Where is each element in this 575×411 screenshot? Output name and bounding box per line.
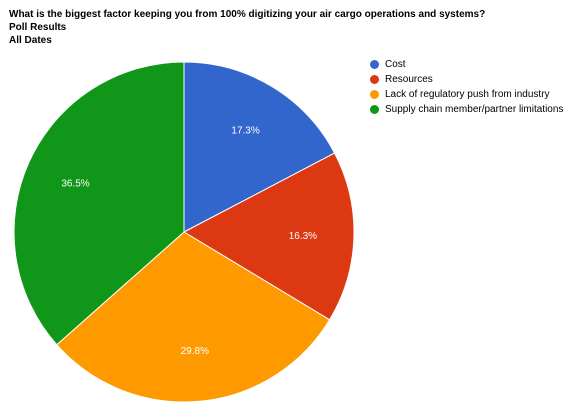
legend-item-3: Lack of regulatory push from industry bbox=[370, 87, 563, 102]
legend-swatch-3 bbox=[370, 90, 379, 99]
legend-item-2: Resources bbox=[370, 72, 563, 87]
chart-titles: What is the biggest factor keeping you f… bbox=[9, 8, 569, 47]
legend-label-3: Lack of regulatory push from industry bbox=[385, 89, 550, 100]
legend-label-2: Resources bbox=[385, 74, 433, 85]
chart-subtitle-dates: All Dates bbox=[9, 35, 52, 46]
pie-slice-2 bbox=[182, 152, 355, 321]
chart-subtitle: Poll Results bbox=[9, 22, 67, 33]
legend-swatch-4 bbox=[370, 105, 379, 114]
pie-slice-1 bbox=[183, 61, 336, 233]
pie-slice-4 bbox=[13, 61, 185, 346]
legend-swatch-1 bbox=[370, 60, 379, 69]
pie-slice-3 bbox=[56, 231, 331, 403]
legend-swatch-2 bbox=[370, 75, 379, 84]
legend-item-1: Cost bbox=[370, 57, 563, 72]
chart-legend: Cost Resources Lack of regulatory push fro… bbox=[370, 57, 563, 117]
chart-title: What is the biggest factor keeping you f… bbox=[9, 9, 486, 20]
slice-label-2: 16.3% bbox=[289, 231, 317, 242]
legend-label-1: Cost bbox=[385, 59, 406, 70]
slice-label-1: 17.3% bbox=[231, 126, 259, 137]
slice-label-3: 29.8% bbox=[181, 346, 209, 357]
slice-label-4: 36.5% bbox=[61, 179, 89, 190]
legend-item-4: Supply chain member/partner limitations bbox=[370, 102, 563, 117]
legend-label-4: Supply chain member/partner limitations bbox=[385, 104, 564, 115]
